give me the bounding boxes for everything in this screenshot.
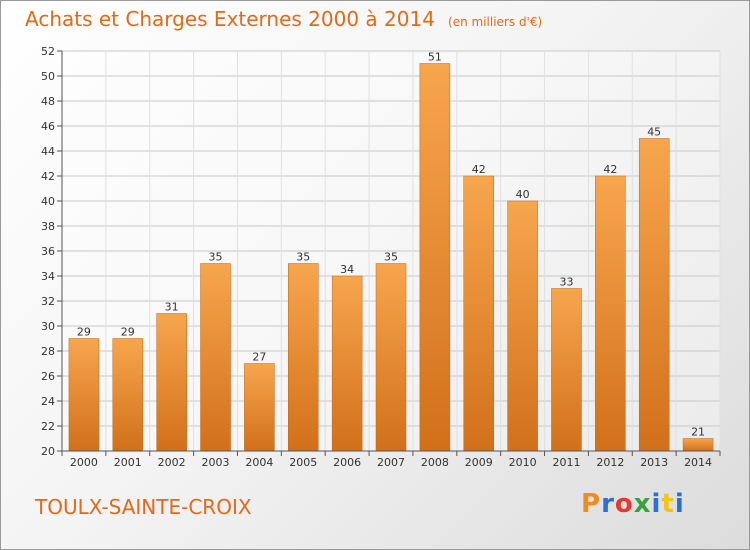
y-tick-label: 24 — [41, 395, 55, 408]
bar-2007 — [375, 263, 407, 452]
bar-2001 — [112, 338, 144, 452]
x-tick-label-2002: 2002 — [158, 456, 186, 469]
logo-letter: i — [674, 489, 685, 519]
y-tick-label: 46 — [41, 120, 55, 133]
x-tick-label-2004: 2004 — [245, 456, 273, 469]
x-tick-label-2010: 2010 — [509, 456, 537, 469]
x-tick-label-2014: 2014 — [684, 456, 712, 469]
data-label-2003: 35 — [209, 251, 223, 264]
x-tick-label-2005: 2005 — [289, 456, 317, 469]
y-tick-label: 40 — [41, 195, 55, 208]
proxiti-logo[interactable]: Proxiti — [581, 489, 685, 519]
y-tick-label: 48 — [41, 95, 55, 108]
bar-2011 — [551, 288, 582, 452]
y-tick-label: 32 — [41, 295, 55, 308]
bar-2005 — [288, 263, 319, 452]
y-tick-label: 38 — [41, 220, 55, 233]
data-label-2005: 35 — [296, 251, 310, 264]
bar-2004 — [244, 363, 275, 452]
x-tick-label-2006: 2006 — [333, 456, 361, 469]
chart-unit: (en milliers d'€) — [448, 15, 543, 29]
data-label-2002: 31 — [165, 301, 179, 314]
y-tick-label: 36 — [41, 245, 55, 258]
x-tick-label-2013: 2013 — [640, 456, 668, 469]
logo-letter: t — [661, 489, 675, 519]
logo-letter: P — [581, 489, 602, 519]
logo-letter: x — [633, 489, 652, 519]
data-label-2010: 40 — [516, 188, 530, 201]
bar-2012 — [595, 175, 626, 452]
bar-layer: 29 29 31 35 27 35 34 35 51 42 40 33 42 45 21 — [68, 51, 714, 452]
data-label-2014: 21 — [691, 426, 705, 439]
y-tick-label: 26 — [41, 370, 55, 383]
logo-letter: o — [614, 489, 634, 519]
x-tick-label-2009: 2009 — [465, 456, 493, 469]
y-tick-label: 30 — [41, 320, 55, 333]
y-tick-label: 22 — [41, 420, 55, 433]
bar-2010 — [507, 200, 538, 452]
bar-2013 — [638, 138, 670, 452]
data-label-2013: 45 — [647, 126, 661, 139]
bar-2003 — [200, 263, 231, 452]
data-label-2012: 42 — [603, 163, 617, 176]
y-tick-label: 50 — [41, 70, 55, 83]
data-label-2006: 34 — [340, 263, 354, 276]
data-label-2001: 29 — [121, 326, 135, 339]
axis-layer: 20 22 24 26 28 30 32 34 36 38 40 42 44 46 48 50 52 2000 20… — [41, 45, 721, 469]
bar-2014 — [682, 438, 714, 452]
y-tick-label: 34 — [41, 270, 55, 283]
bar-2002 — [156, 313, 187, 452]
title-row: Achats et Charges Externes 2000 à 2014 (… — [25, 7, 542, 31]
data-label-2007: 35 — [384, 251, 398, 264]
bar-2009 — [463, 175, 494, 452]
x-tick-label-2001: 2001 — [114, 456, 142, 469]
y-tick-label: 20 — [41, 445, 55, 458]
x-tick-label-2008: 2008 — [421, 456, 449, 469]
bar-2006 — [331, 275, 363, 452]
logo-letter: r — [601, 489, 615, 519]
x-tick-label-2012: 2012 — [596, 456, 624, 469]
x-tick-label-2011: 2011 — [552, 456, 580, 469]
x-tick-label-2000: 2000 — [70, 456, 98, 469]
y-tick-label: 44 — [41, 145, 55, 158]
data-label-2008: 51 — [428, 51, 442, 64]
data-label-2004: 27 — [252, 351, 266, 364]
x-tick-label-2007: 2007 — [377, 456, 405, 469]
chart-title: Achats et Charges Externes 2000 à 2014 — [25, 7, 435, 31]
y-tick-label: 42 — [41, 170, 55, 183]
data-label-2000: 29 — [77, 326, 91, 339]
x-tick-label-2003: 2003 — [202, 456, 230, 469]
logo-letter: i — [651, 489, 662, 519]
data-label-2009: 42 — [472, 163, 486, 176]
y-tick-label: 28 — [41, 345, 55, 358]
data-label-2011: 33 — [559, 276, 573, 289]
commune-name: TOULX-SAINTE-CROIX — [35, 495, 252, 519]
bar-2008 — [419, 63, 451, 452]
bar-2000 — [68, 338, 100, 452]
y-tick-label: 52 — [41, 45, 55, 58]
